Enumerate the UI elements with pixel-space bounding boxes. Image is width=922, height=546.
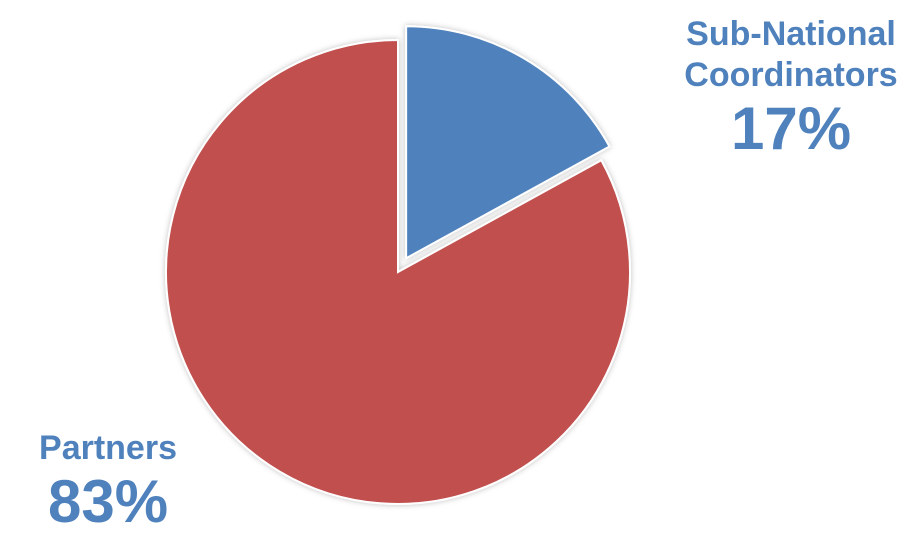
pie-slice-sub-national-coordinators [405, 25, 611, 260]
slice-percent-label: 83% [47, 467, 169, 535]
pie-slices [165, 25, 631, 505]
slice-label-partners: Partners 83% [8, 428, 208, 535]
slice-name-line: Sub-National [686, 15, 896, 53]
slice-percent-label: 17% [730, 94, 852, 162]
slice-name-line: Coordinators [684, 55, 898, 94]
slice-label-sub-national-coordinators: Sub-National Coordinators 17% [660, 14, 922, 162]
slice-name-line: Partners [39, 429, 177, 467]
pie-slice-partners [165, 38, 631, 505]
